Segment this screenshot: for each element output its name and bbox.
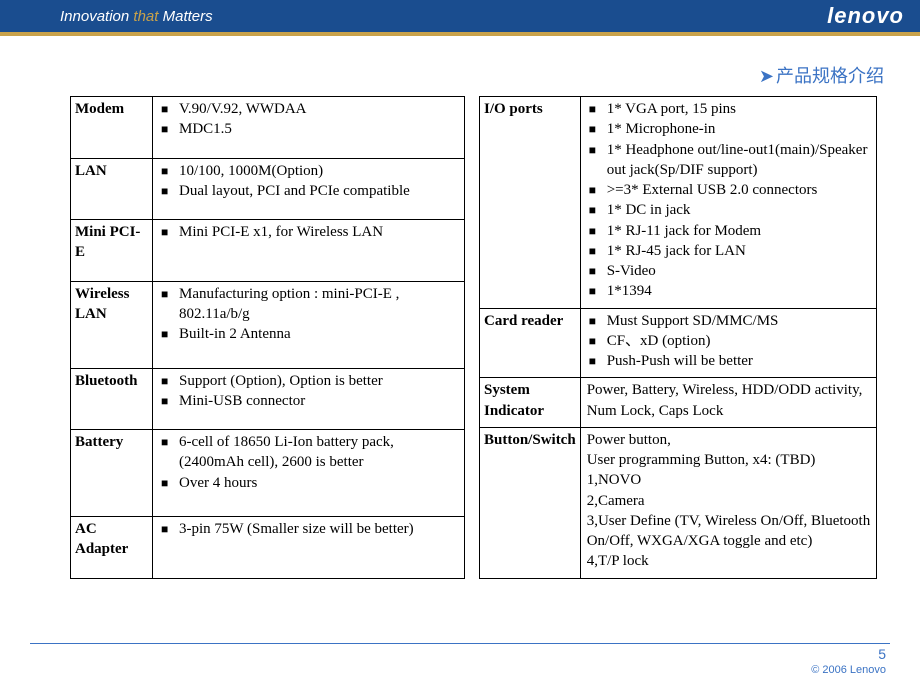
spec-value: Support (Option), Option is betterMini-U…	[153, 368, 465, 430]
spec-list-item: 1* DC in jack	[589, 200, 872, 220]
table-row: Battery6-cell of 18650 Li-Ion battery pa…	[71, 430, 465, 517]
spec-list-item: 1* Microphone-in	[589, 119, 872, 139]
tagline-post: Matters	[163, 8, 213, 25]
spec-label: Battery	[71, 430, 153, 517]
spec-label: Mini PCI-E	[71, 220, 153, 282]
table-row: I/O ports1* VGA port, 15 pins1* Micropho…	[480, 97, 877, 309]
spec-list-item: 1* RJ-11 jack for Modem	[589, 221, 872, 241]
spec-list-item: Must Support SD/MMC/MS	[589, 311, 872, 331]
spec-list-item: Push-Push will be better	[589, 351, 872, 371]
spec-list-item: Dual layout, PCI and PCIe compatible	[161, 181, 460, 201]
table-row: System IndicatorPower, Battery, Wireless…	[480, 378, 877, 428]
spec-list: 10/100, 1000M(Option)Dual layout, PCI an…	[157, 161, 460, 202]
table-row: Button/SwitchPower button, User programm…	[480, 427, 877, 578]
spec-label: Modem	[71, 97, 153, 159]
table-row: Mini PCI-E Mini PCI-E x1, for Wireless LA…	[71, 220, 465, 282]
spec-label: Wireless LAN	[71, 281, 153, 368]
table-row: Card readerMust Support SD/MMC/MSCF、xD (…	[480, 308, 877, 378]
footer-rule	[30, 643, 890, 644]
table-row: ModemV.90/V.92, WWDAAMDC1.5	[71, 97, 465, 159]
spec-list: Mini PCI-E x1, for Wireless LAN	[157, 222, 460, 242]
spec-table-left: ModemV.90/V.92, WWDAAMDC1.5LAN10/100, 10…	[70, 96, 465, 579]
spec-list: Must Support SD/MMC/MSCF、xD (option)Push…	[585, 311, 872, 372]
spec-list-item: V.90/V.92, WWDAA	[161, 99, 460, 119]
spec-label: LAN	[71, 158, 153, 220]
page-number: 5	[811, 646, 886, 662]
spec-list-item: 1* RJ-45 jack for LAN	[589, 241, 872, 261]
spec-list-item: 6-cell of 18650 Li-Ion battery pack, (24…	[161, 432, 460, 473]
page-title: ➤产品规格介绍	[759, 62, 884, 88]
spec-value: Power button, User programming Button, x…	[580, 427, 876, 578]
spec-label: AC Adapter	[71, 516, 153, 578]
spec-list-item: 1*1394	[589, 281, 872, 301]
spec-list-item: Mini PCI-E x1, for Wireless LAN	[161, 222, 460, 242]
slide-footer: 5 © 2006 Lenovo	[811, 646, 886, 676]
spec-list-item: 1* VGA port, 15 pins	[589, 99, 872, 119]
content-area: ModemV.90/V.92, WWDAAMDC1.5LAN10/100, 10…	[70, 96, 880, 579]
table-row: BluetoothSupport (Option), Option is bet…	[71, 368, 465, 430]
spec-list-item: S-Video	[589, 261, 872, 281]
spec-label: System Indicator	[480, 378, 581, 428]
table-row: LAN10/100, 1000M(Option)Dual layout, PCI…	[71, 158, 465, 220]
spec-list: V.90/V.92, WWDAAMDC1.5	[157, 99, 460, 140]
spec-text: Power button, User programming Button, x…	[585, 430, 872, 572]
slide-header: Innovation that Matters lenovo	[0, 0, 920, 36]
spec-list-item: CF、xD (option)	[589, 331, 872, 351]
spec-label: I/O ports	[480, 97, 581, 309]
copyright: © 2006 Lenovo	[811, 664, 886, 676]
spec-text: Power, Battery, Wireless, HDD/ODD activi…	[585, 380, 872, 421]
spec-list-item: Over 4 hours	[161, 473, 460, 493]
spec-value: 1* VGA port, 15 pins1* Microphone-in1* H…	[580, 97, 876, 309]
spec-list-item: Manufacturing option : mini-PCI-E , 802.…	[161, 284, 460, 325]
table-row: AC Adapter 3-pin 75W (Smaller size will b…	[71, 516, 465, 578]
spec-value: Must Support SD/MMC/MSCF、xD (option)Push…	[580, 308, 876, 378]
spec-label: Button/Switch	[480, 427, 581, 578]
spec-list-item: MDC1.5	[161, 119, 460, 139]
spec-label: Card reader	[480, 308, 581, 378]
spec-list-item: Support (Option), Option is better	[161, 371, 460, 391]
spec-value: Mini PCI-E x1, for Wireless LAN	[153, 220, 465, 282]
spec-value: Power, Battery, Wireless, HDD/ODD activi…	[580, 378, 876, 428]
spec-list: 1* VGA port, 15 pins1* Microphone-in1* H…	[585, 99, 872, 302]
spec-label: Bluetooth	[71, 368, 153, 430]
spec-list: Manufacturing option : mini-PCI-E , 802.…	[157, 284, 460, 345]
spec-table-right: I/O ports1* VGA port, 15 pins1* Micropho…	[479, 96, 877, 579]
tagline-pre: Innovation	[60, 8, 129, 25]
spec-list: 3-pin 75W (Smaller size will be better)	[157, 519, 460, 539]
spec-list-item: 3-pin 75W (Smaller size will be better)	[161, 519, 460, 539]
spec-list-item: >=3* External USB 2.0 connectors	[589, 180, 872, 200]
spec-value: V.90/V.92, WWDAAMDC1.5	[153, 97, 465, 159]
tagline-accent: that	[133, 8, 158, 25]
spec-list-item: 10/100, 1000M(Option)	[161, 161, 460, 181]
spec-list: Support (Option), Option is betterMini-U…	[157, 371, 460, 412]
spec-list-item: Built-in 2 Antenna	[161, 324, 460, 344]
spec-value: 3-pin 75W (Smaller size will be better)	[153, 516, 465, 578]
tagline: Innovation that Matters	[60, 8, 213, 25]
spec-list-item: 1* Headphone out/line-out1(main)/Speaker…	[589, 140, 872, 181]
page-title-text: 产品规格介绍	[776, 66, 884, 86]
table-row: Wireless LANManufacturing option : mini-…	[71, 281, 465, 368]
spec-value: 6-cell of 18650 Li-Ion battery pack, (24…	[153, 430, 465, 517]
logo-text: lenovo	[827, 3, 904, 29]
spec-value: 10/100, 1000M(Option)Dual layout, PCI an…	[153, 158, 465, 220]
spec-list: 6-cell of 18650 Li-Ion battery pack, (24…	[157, 432, 460, 493]
spec-list-item: Mini-USB connector	[161, 391, 460, 411]
spec-value: Manufacturing option : mini-PCI-E , 802.…	[153, 281, 465, 368]
chevron-icon: ➤	[759, 66, 774, 86]
